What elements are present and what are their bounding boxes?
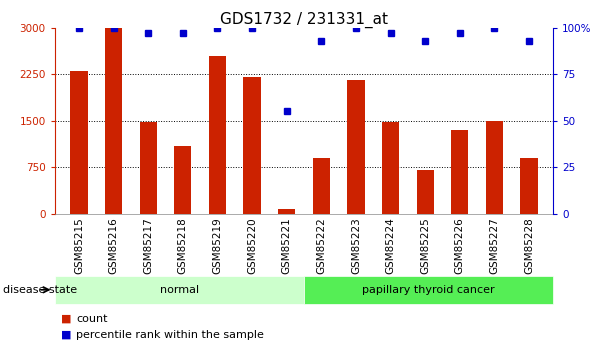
Text: GSM85222: GSM85222: [316, 217, 326, 274]
Text: count: count: [76, 314, 108, 324]
Text: GSM85225: GSM85225: [420, 217, 430, 274]
Text: normal: normal: [160, 285, 199, 295]
FancyBboxPatch shape: [304, 276, 553, 304]
Text: GSM85216: GSM85216: [109, 217, 119, 274]
Bar: [313, 158, 330, 214]
Text: GSM85218: GSM85218: [178, 217, 188, 274]
Bar: [243, 77, 261, 214]
Bar: [209, 56, 226, 214]
Bar: [71, 71, 88, 214]
Text: GSM85223: GSM85223: [351, 217, 361, 274]
Text: ■: ■: [61, 330, 71, 339]
Text: GSM85227: GSM85227: [489, 217, 499, 274]
Text: percentile rank within the sample: percentile rank within the sample: [76, 330, 264, 339]
Text: GSM85226: GSM85226: [455, 217, 465, 274]
Bar: [520, 158, 537, 214]
Text: disease state: disease state: [3, 285, 77, 295]
Text: GSM85215: GSM85215: [74, 217, 84, 274]
Text: GSM85228: GSM85228: [524, 217, 534, 274]
Bar: [486, 121, 503, 214]
Bar: [140, 122, 157, 214]
Text: ■: ■: [61, 314, 71, 324]
Bar: [451, 130, 468, 214]
Title: GDS1732 / 231331_at: GDS1732 / 231331_at: [220, 11, 388, 28]
Bar: [347, 80, 365, 214]
Bar: [174, 146, 192, 214]
Text: papillary thyroid cancer: papillary thyroid cancer: [362, 285, 495, 295]
Text: GSM85224: GSM85224: [385, 217, 396, 274]
Bar: [416, 170, 434, 214]
FancyBboxPatch shape: [55, 276, 304, 304]
Text: GSM85220: GSM85220: [247, 217, 257, 274]
Text: GSM85221: GSM85221: [282, 217, 292, 274]
Bar: [278, 209, 295, 214]
Bar: [382, 122, 399, 214]
Text: GSM85219: GSM85219: [212, 217, 223, 274]
Bar: [105, 28, 122, 214]
Text: GSM85217: GSM85217: [143, 217, 153, 274]
